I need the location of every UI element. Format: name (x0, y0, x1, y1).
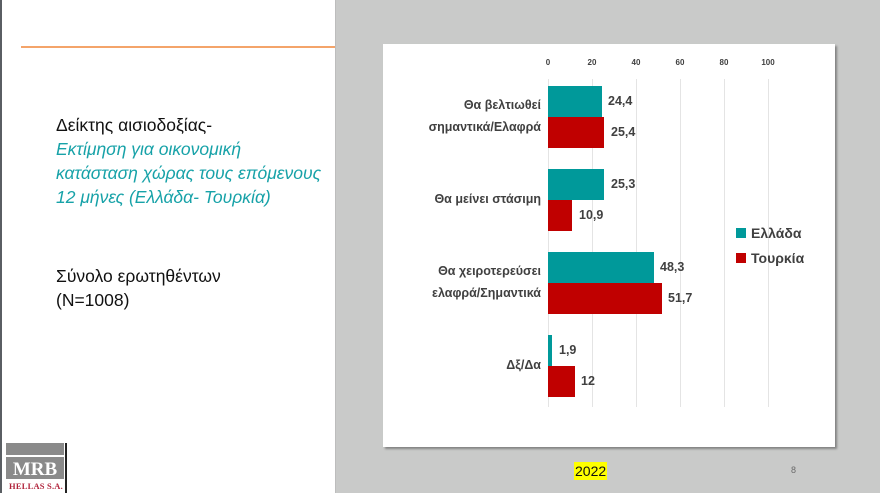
legend-label: Τουρκία (751, 249, 805, 266)
title-main: Δείκτης αισιοδοξίας- (56, 115, 213, 135)
mrb-logo: MRB HELLAS S.A. (4, 441, 67, 493)
sample-count: (N=1008) (56, 290, 130, 310)
value-label: 48,3 (660, 260, 685, 274)
left-panel: Δείκτης αισιοδοξίας- Εκτίμηση για οικονο… (2, 0, 337, 493)
legend-item-turkey: Τουρκία (736, 245, 804, 270)
value-label: 24,4 (608, 94, 633, 108)
chart-legend: Ελλάδα Τουρκία (736, 220, 804, 270)
value-label: 12 (581, 374, 595, 388)
category-label-line: ελαφρά/Σημαντικά (432, 286, 541, 300)
category-label: Δξ/Δα (371, 354, 541, 376)
accent-rule (21, 46, 337, 48)
x-tick: 0 (545, 58, 551, 67)
legend-swatch-icon (736, 252, 746, 263)
bar-chart: 0 20 40 60 80 100 Θα βελτιωθεί σημαντικά… (383, 44, 835, 447)
logo-divider (65, 443, 67, 493)
bar-turkey (548, 117, 604, 148)
x-tick: 80 (719, 58, 729, 67)
gridline (724, 79, 725, 407)
legend-item-greece: Ελλάδα (736, 220, 804, 245)
page-number: 8 (791, 465, 797, 475)
bar-turkey (548, 283, 662, 314)
value-label: 1,9 (559, 343, 577, 357)
bar-turkey (548, 366, 575, 397)
left-border (0, 0, 2, 493)
logo-bar (6, 443, 64, 455)
title-subtitle: Εκτίμηση για οικονομική κατάσταση χώρας … (56, 139, 322, 207)
x-tick: 40 (631, 58, 641, 67)
category-label-line: Θα μείνει στάσιμη (434, 192, 541, 206)
category-label-line: Θα βελτιωθεί (463, 98, 541, 112)
logo-bar (6, 457, 64, 479)
year-badge: 2022 (574, 462, 608, 480)
logo-text: MRB (12, 459, 58, 480)
gridline (636, 79, 637, 407)
category-label-line: Θα χειροτερεύσει (438, 264, 541, 278)
gridline (592, 79, 593, 407)
category-label: Θα βελτιωθεί σημαντικά/Ελαφρά (371, 94, 541, 138)
value-label: 10,9 (579, 208, 604, 222)
bar-turkey (548, 200, 572, 231)
value-label: 25,4 (611, 125, 636, 139)
legend-swatch-icon (736, 227, 746, 238)
category-label-line: σημαντικά/Ελαφρά (428, 120, 541, 134)
bar-greece (548, 335, 552, 366)
sample-size: Σύνολο ερωτηθέντων (N=1008) (56, 264, 326, 312)
bar-greece (548, 169, 604, 200)
bar-greece (548, 86, 602, 117)
value-label: 25,3 (611, 177, 636, 191)
x-tick: 100 (761, 58, 775, 67)
category-label: Θα χειροτερεύσει ελαφρά/Σημαντικά (371, 260, 541, 304)
category-label: Θα μείνει στάσιμη (371, 188, 541, 210)
value-label: 51,7 (668, 291, 693, 305)
gridline (768, 79, 769, 407)
slide-title: Δείκτης αισιοδοξίας- Εκτίμηση για οικονο… (56, 113, 326, 209)
gridline (680, 79, 681, 407)
category-label-line: Δξ/Δα (506, 358, 541, 372)
gridline (548, 79, 549, 407)
x-tick: 20 (587, 58, 597, 67)
sample-label: Σύνολο ερωτηθέντων (56, 266, 221, 286)
legend-label: Ελλάδα (751, 224, 802, 241)
bar-greece (548, 252, 654, 283)
x-tick: 60 (675, 58, 685, 67)
logo-subtext: HELLAS S.A. (9, 481, 63, 491)
